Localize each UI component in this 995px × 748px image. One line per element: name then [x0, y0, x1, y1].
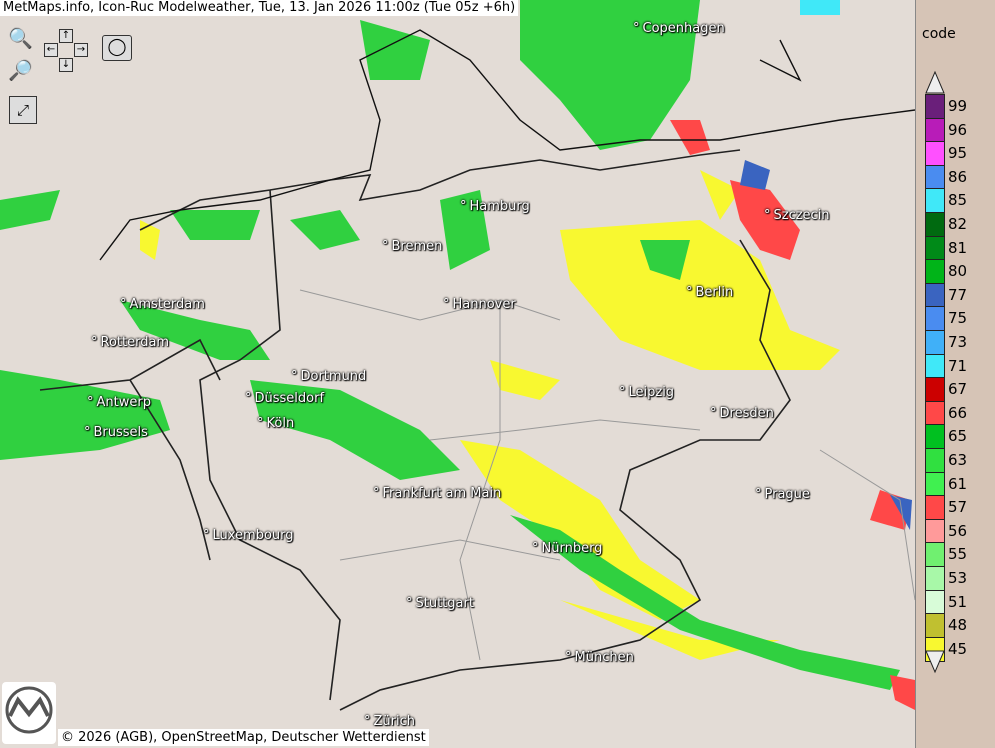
- legend-label: 73: [948, 333, 968, 351]
- legend-label: 66: [948, 403, 968, 422]
- pan-right-button[interactable]: →: [74, 43, 88, 57]
- legend-swatch: [925, 212, 945, 237]
- city-label: Bremen: [382, 240, 443, 254]
- camera-button[interactable]: ◯: [102, 35, 132, 61]
- coastline: [99, 29, 915, 261]
- city-label: Copenhagen: [633, 22, 725, 36]
- city-label: Zürich: [364, 715, 416, 729]
- legend-swatch: [925, 448, 945, 473]
- city-label: Hamburg: [460, 200, 530, 214]
- legend-label: 85: [948, 191, 968, 210]
- legend-label: 65: [948, 427, 968, 446]
- legend-label: 71: [948, 356, 968, 375]
- legend-swatch: [925, 353, 945, 379]
- legend-swatch: [925, 589, 945, 615]
- city-label: Luxembourg: [203, 529, 294, 543]
- city-label: Köln: [257, 417, 295, 431]
- legend-label: 95: [948, 144, 968, 163]
- legend-title: code: [922, 26, 956, 42]
- legend-swatch: [925, 495, 945, 521]
- city-label: Düsseldorf: [245, 392, 325, 406]
- city-label: Prague: [755, 488, 810, 502]
- legend-label: 55: [948, 545, 968, 564]
- city-label: Dresden: [710, 407, 774, 421]
- legend-label: 61: [948, 474, 968, 493]
- legend-arrow-up-icon: [925, 70, 945, 94]
- legend-label: 53: [948, 569, 968, 587]
- city-label: Hannover: [443, 298, 516, 312]
- legend-label: 77: [948, 285, 968, 304]
- legend-label: 96: [948, 120, 968, 139]
- weather-map[interactable]: MetMaps.info, Icon-Ruc Modelweather, Tue…: [0, 0, 915, 748]
- city-label: Rotterdam: [91, 336, 170, 350]
- city-label: Amsterdam: [120, 298, 205, 312]
- legend-swatch: [925, 400, 945, 426]
- legend-swatch: [925, 282, 945, 308]
- city-label: Frankfurt am Main: [373, 487, 502, 501]
- legend-label: 63: [948, 451, 968, 469]
- metmaps-logo-icon: [5, 686, 53, 734]
- fullscreen-button[interactable]: ⤢: [9, 96, 37, 124]
- legend-swatch: [925, 259, 945, 285]
- city-label: Szczecin: [764, 209, 830, 223]
- legend-label: 75: [948, 309, 968, 328]
- legend-label: 48: [948, 616, 968, 635]
- legend-label: 82: [948, 215, 968, 233]
- legend-label: 86: [948, 167, 968, 186]
- legend-swatch: [925, 542, 945, 568]
- metmaps-logo[interactable]: [2, 682, 56, 744]
- city-label: München: [565, 651, 634, 665]
- legend-label: 99: [948, 97, 968, 115]
- zoom-out-button[interactable]: 🔎: [8, 58, 33, 82]
- legend-label: 56: [948, 521, 968, 540]
- legend-swatch: [925, 188, 945, 214]
- zoom-in-button[interactable]: 🔍: [8, 26, 33, 50]
- legend-swatch: [925, 141, 945, 167]
- legend-swatch: [925, 235, 945, 261]
- pan-left-button[interactable]: ←: [44, 43, 58, 57]
- legend-swatch: [925, 566, 945, 591]
- precipitation-layer: [0, 0, 915, 711]
- legend-label: 67: [948, 380, 968, 399]
- copyright-notice: © 2026 (AGB), OpenStreetMap, Deutscher W…: [58, 729, 429, 746]
- legend-swatch: [925, 164, 945, 190]
- legend-panel: code 99 96 95 86 85 82 81 80 77 75 73 71 67 66 65 63 61 5…: [915, 0, 995, 748]
- country-borders: [39, 149, 791, 711]
- city-label: Antwerp: [87, 396, 151, 410]
- legend-swatch: [925, 306, 945, 332]
- legend-swatch: [925, 518, 945, 544]
- legend-label: 51: [948, 592, 968, 611]
- legend-label: 57: [948, 498, 968, 517]
- pan-down-button[interactable]: ↓: [59, 58, 73, 72]
- legend-swatch: [925, 471, 945, 497]
- legend-swatch: [925, 424, 945, 450]
- legend-swatch: [925, 94, 945, 119]
- city-label: Berlin: [686, 286, 734, 300]
- city-label: Nürnberg: [532, 542, 603, 556]
- legend-label: 81: [948, 238, 968, 257]
- city-label: Brussels: [84, 426, 148, 440]
- city-label: Dortmund: [291, 370, 367, 384]
- city-label: Leipzig: [619, 386, 675, 400]
- city-label: Stuttgart: [406, 597, 474, 611]
- legend-swatch: [925, 377, 945, 403]
- legend-label: 80: [948, 262, 968, 281]
- legend-label: 45: [948, 639, 968, 658]
- legend-swatch: [925, 117, 945, 143]
- pan-up-button[interactable]: ↑: [59, 29, 73, 43]
- legend-swatch: [925, 330, 945, 355]
- map-title: MetMaps.info, Icon-Ruc Modelweather, Tue…: [0, 0, 519, 16]
- legend-arrow-down-icon: [925, 650, 945, 674]
- legend-swatch: [925, 613, 945, 639]
